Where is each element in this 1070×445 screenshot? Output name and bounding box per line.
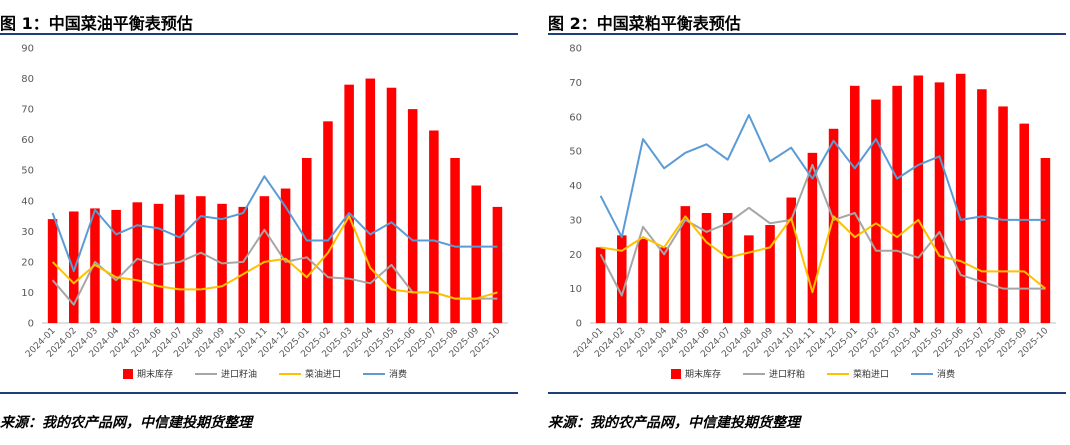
- bar-stock: [111, 209, 121, 323]
- bar-stock: [638, 238, 648, 323]
- legend-label: 菜粕进口: [853, 368, 889, 380]
- y-tick-label: 30: [569, 215, 582, 226]
- bar-stock: [934, 82, 945, 323]
- bottom-divider: [0, 392, 518, 394]
- bar-stock: [69, 211, 79, 323]
- y-tick-label: 70: [21, 105, 34, 116]
- bar-stock: [280, 188, 291, 323]
- y-tick-label: 40: [569, 181, 582, 192]
- bar-stock: [807, 152, 818, 323]
- y-tick-label: 20: [21, 257, 34, 268]
- line-consumption: [51, 175, 498, 273]
- y-tick-label: 70: [569, 78, 582, 89]
- chart-panel-2: 图 2：中国菜粕平衡表预估 0 10 20 30 40 50 60 70 80 2024-01 20…: [548, 0, 1068, 445]
- bar-stock: [323, 121, 333, 323]
- legend-label: 期末库存: [685, 368, 721, 380]
- legend-swatch-stock: [671, 369, 681, 379]
- y-tick-label: 80: [21, 74, 34, 85]
- bar-stock: [492, 206, 503, 323]
- bar-stock: [617, 235, 627, 323]
- legend-label: 期末库存: [137, 368, 173, 380]
- bar-stock: [892, 85, 902, 323]
- bar-stock: [998, 106, 1008, 323]
- bar-stock: [828, 128, 839, 323]
- line-import_oil: [51, 215, 498, 300]
- bar-stock: [1019, 123, 1029, 323]
- y-tick-label: 60: [21, 135, 34, 146]
- bar-stock: [977, 89, 987, 323]
- legend-label: 消费: [389, 368, 407, 380]
- bar-stock: [955, 73, 966, 323]
- y-tick-label: 50: [569, 147, 582, 158]
- legend-label: 进口籽油: [221, 368, 257, 380]
- line-import_oil: [600, 215, 1047, 294]
- chart-title: 图 2：中国菜粕平衡表预估: [548, 14, 741, 33]
- legend-label: 消费: [937, 368, 955, 380]
- line-consumption: [599, 114, 1046, 239]
- bottom-divider: [548, 392, 1066, 394]
- bar-stock: [196, 196, 206, 323]
- bar-stock: [407, 109, 418, 323]
- chart-panel-1: 图 1：中国菜油平衡表预估 0 10 20 30 40 50 60 70 80 90 2024-01…: [0, 0, 520, 445]
- bar-stock: [386, 87, 397, 323]
- bar-stock: [344, 84, 354, 323]
- source-note: 来源：我的农产品网，中信建投期货整理: [0, 415, 252, 431]
- bar-stock: [680, 206, 691, 323]
- bar-stock: [174, 194, 185, 323]
- y-tick-label: 10: [21, 288, 34, 299]
- bar-stock: [429, 130, 439, 323]
- bar-stock: [471, 185, 481, 323]
- legend-label: 菜油进口: [305, 368, 341, 380]
- bar-stock: [913, 75, 924, 323]
- bar-stock: [701, 213, 712, 323]
- bar-stock: [744, 235, 754, 323]
- y-tick-label: 40: [21, 196, 34, 207]
- bar-stock: [153, 203, 164, 323]
- bar-stock: [1040, 158, 1051, 323]
- title-divider: [548, 33, 1066, 35]
- legend-label: 进口籽粕: [769, 368, 805, 380]
- bar-stock: [47, 219, 58, 323]
- title-divider: [0, 33, 518, 35]
- bar-stock: [850, 85, 860, 323]
- rapeseed-meal-balance-chart: 010203040506070802024-012024-022024-0320…: [569, 44, 1056, 380]
- bar-stock: [765, 225, 775, 323]
- y-tick-label: 30: [21, 227, 34, 238]
- rapeseed-oil-balance-chart: 01020304050607080902024-012024-022024-03…: [21, 44, 508, 380]
- bar-stock: [871, 99, 881, 323]
- y-tick-label: 0: [28, 319, 34, 330]
- source-note: 来源：我的农产品网，中信建投期货整理: [548, 415, 800, 431]
- chart-title: 图 1：中国菜油平衡表预估: [0, 14, 193, 33]
- bar-stock: [365, 78, 376, 323]
- bar-stock: [722, 213, 733, 323]
- bar-stock: [450, 158, 460, 323]
- line-import_meal: [599, 163, 1046, 297]
- y-tick-label: 80: [569, 44, 582, 55]
- y-tick-label: 20: [569, 250, 582, 261]
- y-tick-label: 10: [569, 284, 582, 295]
- bar-stock: [259, 196, 270, 323]
- bar-stock: [659, 247, 669, 323]
- y-tick-label: 60: [569, 112, 582, 123]
- bar-stock: [786, 197, 796, 323]
- y-tick-label: 90: [21, 44, 34, 55]
- y-tick-label: 50: [21, 166, 34, 177]
- y-tick-label: 0: [576, 319, 582, 330]
- bar-stock: [238, 206, 248, 323]
- bar-stock: [595, 247, 606, 323]
- bar-stock: [132, 202, 143, 323]
- legend-swatch-stock: [123, 369, 133, 379]
